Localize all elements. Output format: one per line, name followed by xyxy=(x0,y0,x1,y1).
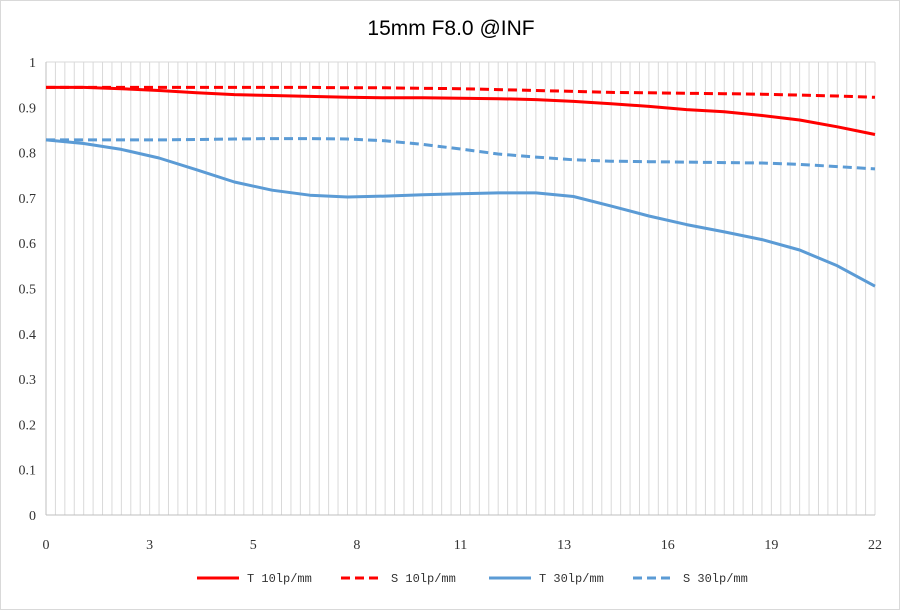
y-tick-label: 0.2 xyxy=(19,418,37,433)
y-tick-label: 0 xyxy=(29,509,36,524)
y-tick-label: 0.8 xyxy=(19,147,37,162)
series-line-2 xyxy=(46,85,876,99)
x-tick-label: 5 xyxy=(250,538,257,553)
y-tick-label: 1 xyxy=(29,56,36,71)
x-tick-label: 0 xyxy=(43,538,50,553)
x-tick-label: 11 xyxy=(454,538,467,553)
legend-label-2: S 10lp/mm xyxy=(391,572,456,586)
x-tick-label: 22 xyxy=(868,538,882,553)
x-tick-label: 3 xyxy=(146,538,153,553)
series-line-3 xyxy=(45,138,876,288)
y-tick-label: 0.3 xyxy=(19,373,37,388)
x-tick-label: 16 xyxy=(661,538,675,553)
y-tick-label: 0.7 xyxy=(19,192,37,207)
y-tick-label: 0.1 xyxy=(19,464,37,479)
y-tick-label: 0.5 xyxy=(19,283,37,298)
x-tick-label: 13 xyxy=(557,538,571,553)
y-tick-label: 0.6 xyxy=(19,237,37,252)
y-tick-label: 0.9 xyxy=(19,101,37,116)
x-tick-label: 19 xyxy=(764,538,778,553)
legend-label-4: S 30lp/mm xyxy=(683,572,748,586)
x-tick-label: 8 xyxy=(353,538,360,553)
legend-label-3: T 30lp/mm xyxy=(539,572,604,586)
chart-title: 15mm F8.0 @INF xyxy=(367,17,535,40)
legend-label-1: T 10lp/mm xyxy=(247,572,312,586)
series-line-4 xyxy=(46,137,876,171)
series-line-1 xyxy=(46,85,876,136)
y-tick-label: 0.4 xyxy=(19,328,37,343)
